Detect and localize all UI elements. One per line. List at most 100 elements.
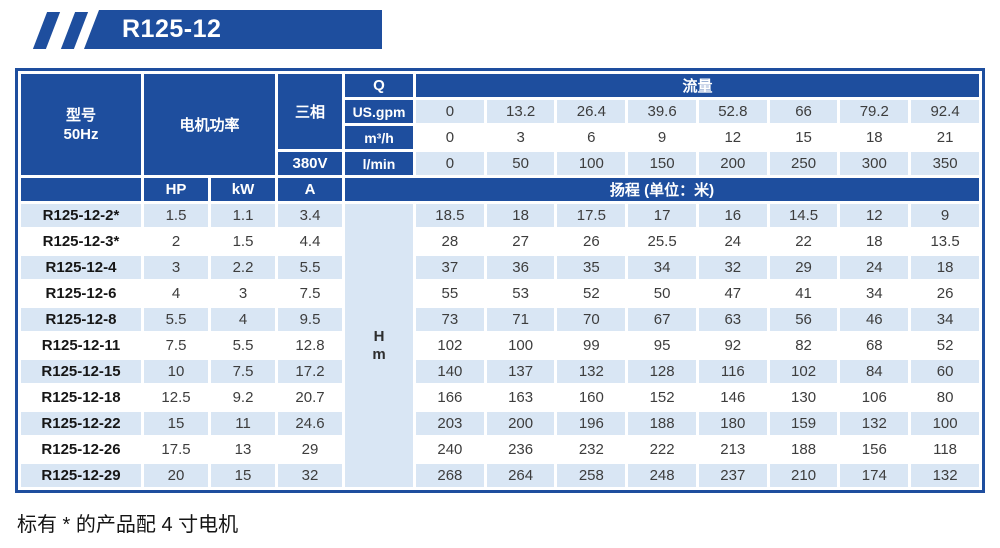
head-value-cell: 26 <box>911 282 979 305</box>
head-value-cell: 55 <box>416 282 484 305</box>
amp-header: A <box>278 178 343 201</box>
badge-title: R125-12 <box>84 10 382 49</box>
head-value-cell: 50 <box>628 282 696 305</box>
kw-cell: 11 <box>211 412 276 435</box>
flow-value-cell: 6 <box>557 126 626 149</box>
amp-cell: 32 <box>278 464 343 487</box>
head-value-cell: 140 <box>416 360 484 383</box>
head-value-cell: 32 <box>698 256 767 279</box>
head-value-cell: 52 <box>911 334 979 357</box>
head-value-cell: 82 <box>769 334 838 357</box>
head-value-cell: 248 <box>628 464 696 487</box>
amp-cell: 29 <box>278 438 343 461</box>
kw-cell: 3 <box>211 282 276 305</box>
head-value-cell: 118 <box>911 438 979 461</box>
empty-header-cell <box>21 178 141 201</box>
kw-cell: 5.5 <box>211 334 276 357</box>
head-value-cell: 132 <box>911 464 979 487</box>
amp-cell: 4.4 <box>278 230 343 253</box>
kw-cell: 9.2 <box>211 386 276 409</box>
spec-row: R125-12-22 15 11 24.6 203 200 196 188 180 159 132 1… <box>21 412 979 435</box>
kw-cell: 1.5 <box>211 230 276 253</box>
head-value-cell: 152 <box>628 386 696 409</box>
hp-cell: 17.5 <box>144 438 208 461</box>
head-value-cell: 41 <box>769 282 838 305</box>
head-value-cell: 53 <box>486 282 555 305</box>
amp-cell: 7.5 <box>278 282 343 305</box>
q-header: Q <box>345 74 414 97</box>
head-value-cell: 84 <box>840 360 909 383</box>
flow-value-cell: 200 <box>698 152 767 175</box>
hp-cell: 3 <box>144 256 208 279</box>
head-value-cell: 92 <box>698 334 767 357</box>
model-header-line1: 型号 <box>65 106 96 124</box>
head-value-cell: 24 <box>698 230 767 253</box>
amp-cell: 20.7 <box>278 386 343 409</box>
head-value-cell: 130 <box>769 386 838 409</box>
head-value-cell: 17 <box>628 204 696 227</box>
head-value-cell: 70 <box>557 308 626 331</box>
model-cell: R125-12-11 <box>21 334 141 357</box>
head-value-cell: 236 <box>486 438 555 461</box>
head-value-cell: 47 <box>698 282 767 305</box>
flow-value-cell: 150 <box>628 152 696 175</box>
head-value-cell: 17.5 <box>557 204 626 227</box>
head-value-cell: 16 <box>698 204 767 227</box>
model-header-line2: 50Hz <box>63 125 99 143</box>
flow-value-cell: 9 <box>628 126 696 149</box>
flow-value-cell: 18 <box>840 126 909 149</box>
hp-cell: 1.5 <box>144 204 208 227</box>
head-value-cell: 68 <box>840 334 909 357</box>
flow-unit-usgpm: US.gpm <box>345 100 414 123</box>
flow-value-cell: 3 <box>486 126 555 149</box>
head-value-cell: 24 <box>840 256 909 279</box>
flow-value-cell: 26.4 <box>557 100 626 123</box>
head-value-cell: 14.5 <box>769 204 838 227</box>
head-value-cell: 268 <box>416 464 484 487</box>
head-value-cell: 9 <box>911 204 979 227</box>
hp-header: HP <box>144 178 208 201</box>
head-value-cell: 210 <box>769 464 838 487</box>
head-value-cell: 36 <box>486 256 555 279</box>
flow-unit-m3h: m³/h <box>345 126 414 149</box>
model-header: 型号 50Hz <box>21 74 141 175</box>
head-value-cell: 137 <box>486 360 555 383</box>
head-value-cell: 73 <box>416 308 484 331</box>
head-value-cell: 166 <box>416 386 484 409</box>
spec-row: R125-12-26 17.5 13 29 240 236 232 222 213 188 156 1… <box>21 438 979 461</box>
spec-row: R125-12-11 7.5 5.5 12.8 102 100 99 95 92 82 68 52 <box>21 334 979 357</box>
head-value-cell: 63 <box>698 308 767 331</box>
kw-cell: 2.2 <box>211 256 276 279</box>
amp-cell: 24.6 <box>278 412 343 435</box>
flow-value-cell: 79.2 <box>840 100 909 123</box>
head-value-cell: 99 <box>557 334 626 357</box>
flow-value-cell: 39.6 <box>628 100 696 123</box>
head-value-cell: 34 <box>911 308 979 331</box>
spec-row: R125-12-29 20 15 32 268 264 258 248 237 210 174 132 <box>21 464 979 487</box>
flow-value-cell: 12 <box>698 126 767 149</box>
flow-header: 流量 <box>416 74 979 97</box>
amp-cell: 12.8 <box>278 334 343 357</box>
head-value-cell: 102 <box>769 360 838 383</box>
kw-cell: 15 <box>211 464 276 487</box>
flow-value-cell: 100 <box>557 152 626 175</box>
spec-row: R125-12-6 4 3 7.5 55 53 52 50 47 41 34 26 <box>21 282 979 305</box>
kw-cell: 7.5 <box>211 360 276 383</box>
head-value-cell: 146 <box>698 386 767 409</box>
head-value-cell: 232 <box>557 438 626 461</box>
flow-value-cell: 52.8 <box>698 100 767 123</box>
head-unit-meters: m <box>372 345 386 363</box>
hp-cell: 10 <box>144 360 208 383</box>
hp-cell: 7.5 <box>144 334 208 357</box>
model-cell: R125-12-22 <box>21 412 141 435</box>
head-value-cell: 160 <box>557 386 626 409</box>
pump-spec-table: 型号 50Hz 电机功率 三相 Q 流量 US.gpm 0 13.2 26.4 … <box>15 68 985 493</box>
model-cell: R125-12-29 <box>21 464 141 487</box>
head-value-cell: 34 <box>840 282 909 305</box>
head-value-cell: 12 <box>840 204 909 227</box>
head-value-cell: 22 <box>769 230 838 253</box>
header-row-sub: HP kW A 扬程 (单位：米) <box>21 178 979 201</box>
flow-value-cell: 15 <box>769 126 838 149</box>
head-value-cell: 159 <box>769 412 838 435</box>
